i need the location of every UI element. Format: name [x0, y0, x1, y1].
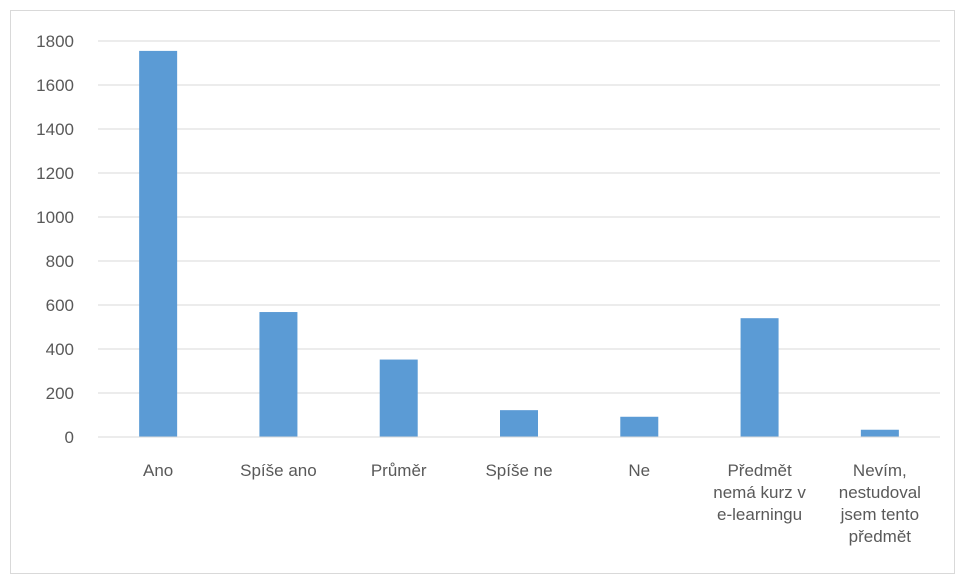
y-tick-label: 1200 — [36, 164, 74, 183]
y-axis-tick-labels: 0 200 400 600 800 1000 1200 1400 1600 1800 — [36, 32, 74, 447]
y-tick-label: 400 — [46, 340, 74, 359]
x-category-label: Spíše ano — [240, 461, 317, 480]
x-category-label: Nevím, — [853, 461, 907, 480]
x-category-label: Ano — [143, 461, 173, 480]
y-tick-label: 1000 — [36, 208, 74, 227]
gridlines — [98, 40, 940, 394]
y-tick-label: 1600 — [36, 76, 74, 95]
bar — [500, 410, 538, 437]
y-tick-label: 0 — [65, 428, 74, 447]
x-category-label: nemá kurz v — [713, 483, 806, 502]
bar — [259, 312, 298, 437]
bar — [379, 359, 418, 437]
x-axis-category-labels: Ano Spíše ano Průměr Spíše ne Ne Předmět nemá … — [143, 461, 921, 546]
x-category-label: jsem tento — [840, 505, 919, 524]
x-category-label: Předmět — [727, 461, 792, 480]
x-category-label: nestudoval — [839, 483, 921, 502]
y-tick-label: 1400 — [36, 120, 74, 139]
bar — [740, 318, 779, 437]
y-tick-label: 600 — [46, 296, 74, 315]
bar — [860, 429, 899, 437]
bar — [139, 50, 178, 438]
bar — [620, 416, 659, 437]
x-category-label: e-learningu — [717, 505, 802, 524]
x-category-label: Spíše ne — [485, 461, 552, 480]
x-category-label: Ne — [628, 461, 650, 480]
x-category-label: předmět — [849, 527, 912, 546]
x-category-label: Průměr — [371, 461, 427, 480]
y-tick-label: 1800 — [36, 32, 74, 51]
y-tick-label: 200 — [46, 384, 74, 403]
bars — [139, 50, 899, 438]
y-tick-label: 800 — [46, 252, 74, 271]
